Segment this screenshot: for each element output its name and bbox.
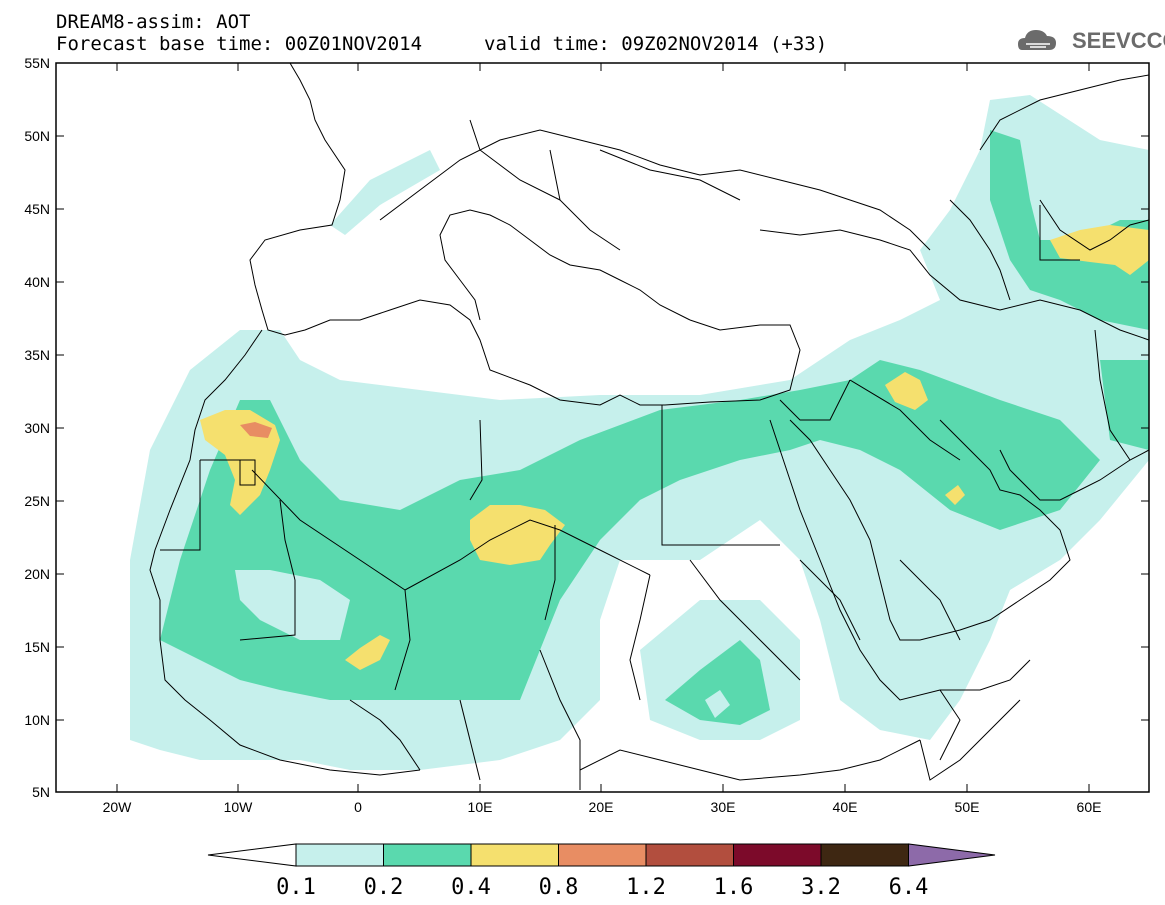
lon-label: 50E bbox=[955, 799, 980, 815]
longitude-axis: 20W 10W 0 10E 20E 30E 40E 50E 60E bbox=[103, 63, 1102, 815]
colorbar-over-triangle bbox=[908, 843, 996, 867]
lat-label: 25N bbox=[24, 493, 50, 509]
colorbar-swatch bbox=[820, 843, 909, 867]
lon-label: 10E bbox=[468, 799, 493, 815]
lon-label: 60E bbox=[1077, 799, 1102, 815]
map-title: DREAM8-assim: AOT bbox=[56, 11, 251, 33]
latitude-axis: 55N 50N 45N 40N 35N 30N 25N 20N 15N 10N … bbox=[24, 55, 1149, 800]
lon-label: 0 bbox=[354, 799, 362, 815]
lon-label: 40E bbox=[833, 799, 858, 815]
colorbar-tick-label: 1.2 bbox=[626, 875, 666, 900]
forecast-base-time: Forecast base time: 00Z01NOV2014 bbox=[56, 33, 423, 55]
colorbar-swatch bbox=[645, 843, 734, 867]
colorbar-swatch bbox=[470, 843, 559, 867]
lat-label: 20N bbox=[24, 566, 50, 582]
colorbar-tick-label: 0.2 bbox=[364, 875, 404, 900]
logo-text: SEEVCCC bbox=[1072, 28, 1165, 53]
colorbar-tick-label: 0.8 bbox=[539, 875, 579, 900]
colorbar-tick-label: 6.4 bbox=[889, 875, 929, 900]
lat-label: 45N bbox=[24, 201, 50, 217]
colorbar-tick-label: 3.2 bbox=[801, 875, 841, 900]
lon-label: 10W bbox=[224, 799, 254, 815]
lat-label: 35N bbox=[24, 347, 50, 363]
lat-label: 50N bbox=[24, 128, 50, 144]
lat-label: 40N bbox=[24, 274, 50, 290]
colorbar-tick-label: 0.1 bbox=[276, 875, 316, 900]
colorbar-swatch bbox=[558, 843, 647, 867]
lon-label: 30E bbox=[711, 799, 736, 815]
valid-time: valid time: 09Z02NOV2014 (+33) bbox=[484, 33, 828, 55]
lat-label: 15N bbox=[24, 639, 50, 655]
colorbar-tick-label: 1.6 bbox=[714, 875, 754, 900]
colorbar-swatch bbox=[733, 843, 822, 867]
lat-label: 30N bbox=[24, 420, 50, 436]
seevccc-cloud-logo-icon bbox=[1018, 30, 1056, 50]
lon-label: 20E bbox=[589, 799, 614, 815]
coastlines-borders bbox=[149, 63, 1149, 790]
lon-label: 20W bbox=[103, 799, 133, 815]
colorbar-under-triangle bbox=[207, 843, 297, 867]
lat-label: 55N bbox=[24, 55, 50, 71]
colorbar-swatch bbox=[295, 843, 384, 867]
colorbar-tick-label: 0.4 bbox=[451, 875, 491, 900]
colorbar-swatch bbox=[383, 843, 472, 867]
aot-shading bbox=[130, 95, 1149, 770]
lat-label: 10N bbox=[24, 712, 50, 728]
lat-label: 5N bbox=[32, 784, 50, 800]
